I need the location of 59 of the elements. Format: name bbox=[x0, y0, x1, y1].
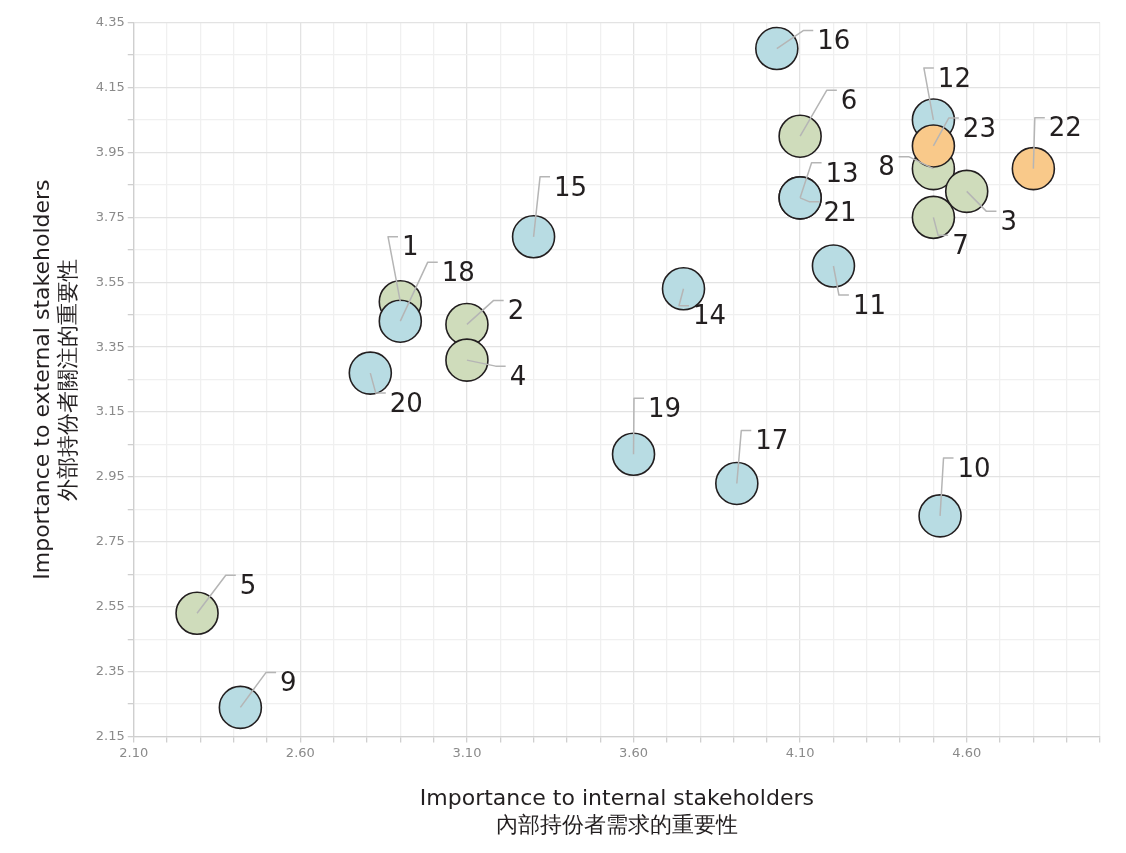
series-label: 4 bbox=[509, 360, 527, 391]
series-label: 5 bbox=[239, 570, 257, 601]
series-label: 1 bbox=[402, 231, 419, 262]
series-label: 16 bbox=[817, 25, 851, 56]
y-tick-label: 3.35 bbox=[95, 338, 125, 354]
y-tick-label: 2.15 bbox=[95, 727, 125, 743]
point bbox=[715, 461, 759, 506]
series-label: 8 bbox=[878, 151, 895, 182]
point bbox=[811, 244, 856, 288]
series-label: 14 bbox=[692, 300, 727, 331]
y-tick-label: 3.15 bbox=[95, 403, 125, 419]
y-tick-label: 2.95 bbox=[95, 468, 125, 484]
x-tick-label: 3.10 bbox=[452, 744, 482, 760]
point bbox=[911, 195, 956, 240]
series-label: 7 bbox=[952, 230, 969, 261]
series-label: 23 bbox=[962, 112, 996, 143]
point bbox=[1011, 146, 1056, 191]
point bbox=[778, 114, 822, 158]
x-axis-title: Importance to internal stakeholders 內部持份者需求的重要性 bbox=[419, 785, 814, 837]
series-label: 21 bbox=[823, 196, 857, 227]
series-label: 10 bbox=[957, 452, 991, 483]
series-label: 19 bbox=[647, 393, 682, 423]
series-label: 15 bbox=[554, 171, 588, 202]
series-label: 6 bbox=[840, 84, 858, 115]
y-tick-label: 3.55 bbox=[95, 273, 125, 289]
point bbox=[911, 124, 956, 168]
series-label: 18 bbox=[441, 256, 475, 287]
point bbox=[378, 299, 423, 343]
point bbox=[218, 685, 263, 730]
y-tick-label: 4.15 bbox=[95, 78, 125, 94]
point bbox=[755, 26, 799, 71]
y-tick-label: 2.55 bbox=[95, 598, 125, 614]
y-tick-label: 3.75 bbox=[95, 208, 125, 224]
series-label: 11 bbox=[852, 289, 886, 320]
point bbox=[918, 494, 962, 538]
series-label: 22 bbox=[1048, 112, 1082, 143]
series-label: 13 bbox=[825, 157, 859, 188]
series-label: 12 bbox=[937, 62, 971, 93]
point bbox=[511, 215, 556, 259]
x-tick-label: 4.60 bbox=[952, 744, 982, 760]
point bbox=[445, 338, 489, 382]
series-label: 9 bbox=[280, 667, 297, 698]
series-label: 20 bbox=[389, 387, 423, 418]
y-tick-label: 4.35 bbox=[95, 13, 125, 29]
y-tick-label: 2.35 bbox=[95, 663, 125, 679]
x-tick-label: 4.10 bbox=[785, 744, 815, 760]
x-tick-label: 3.60 bbox=[619, 744, 649, 760]
series-label: 3 bbox=[1000, 206, 1017, 237]
y-axis-title: Importance to external stakeholders 外部持份者關注的重要性 bbox=[28, 179, 81, 580]
y-tick-label: 3.95 bbox=[95, 143, 125, 159]
x-tick-label: 2.60 bbox=[285, 744, 315, 760]
point bbox=[611, 432, 656, 477]
series-label: 17 bbox=[755, 425, 789, 456]
point bbox=[175, 591, 219, 636]
x-tick-label: 2.10 bbox=[119, 744, 149, 760]
series-label: 2 bbox=[507, 295, 525, 326]
point bbox=[944, 169, 989, 214]
y-tick-label: 2.75 bbox=[95, 533, 125, 549]
point bbox=[348, 351, 393, 395]
